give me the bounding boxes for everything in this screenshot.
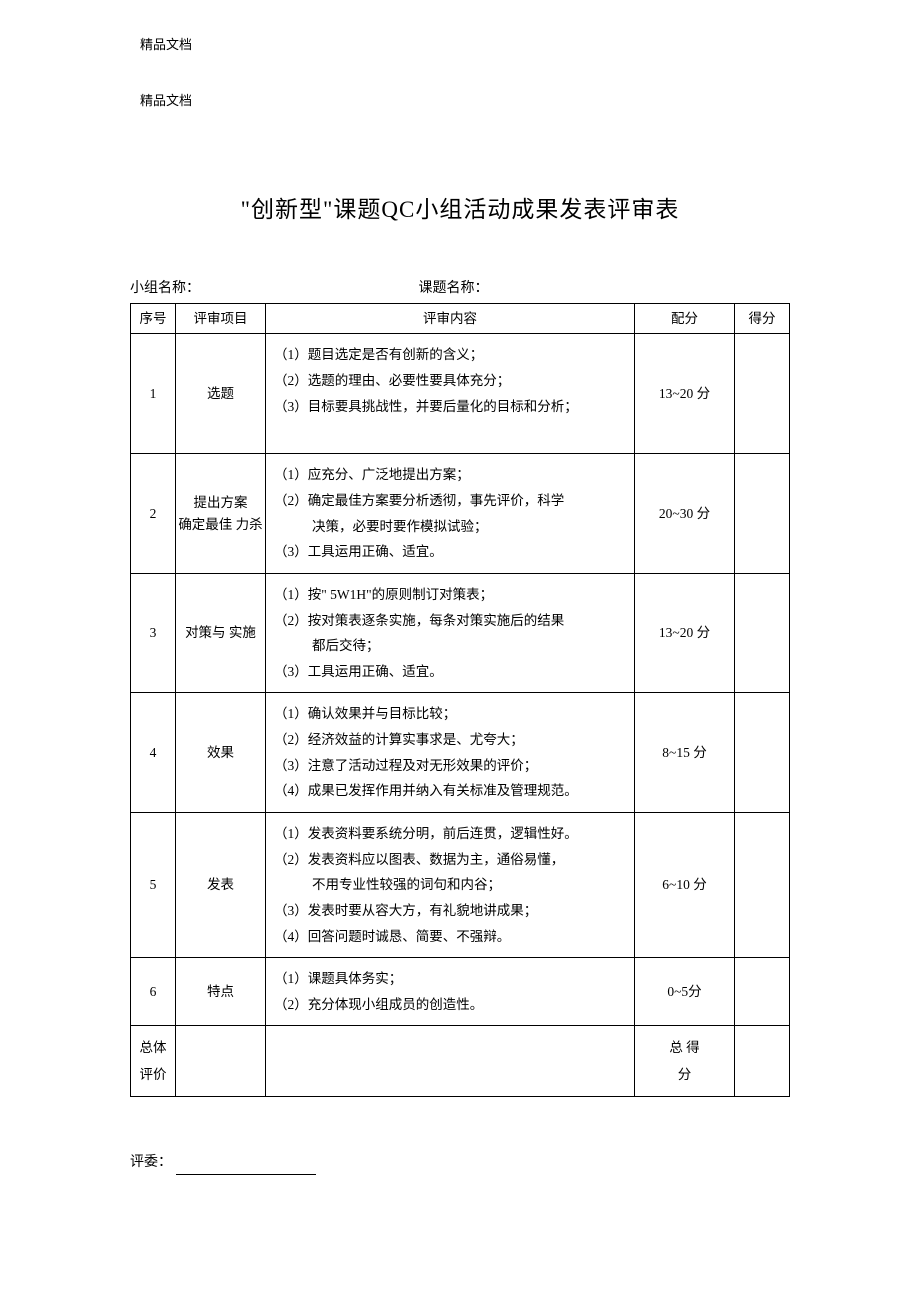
total-label-line: 分 xyxy=(637,1061,732,1088)
overall-label-line: 总体 xyxy=(133,1034,173,1061)
content-line: （1）按" 5W1H"的原则制订对策表； xyxy=(274,582,630,608)
seq-cell: 6 xyxy=(131,958,176,1026)
document-header: 精品文档 xyxy=(140,35,790,56)
content-line: （1）应充分、广泛地提出方案； xyxy=(274,462,630,488)
score-cell xyxy=(735,334,790,454)
seq-cell: 2 xyxy=(131,454,176,574)
table-row: 3 对策与 实施 （1）按" 5W1H"的原则制订对策表； （2）按对策表逐条实… xyxy=(131,573,790,693)
content-line: （2）确定最佳方案要分析透彻，事先评价，科学 xyxy=(274,488,630,514)
table-row: 4 效果 （1）确认效果并与目标比较； （2）经济效益的计算实事求是、尤夸大； … xyxy=(131,693,790,813)
content-line: （3）发表时要从容大方，有礼貌地讲成果； xyxy=(274,898,630,924)
content-line: （3）目标要具挑战性，并要后量化的目标和分析； xyxy=(274,394,630,420)
content-line: 决策，必要时要作模拟试验； xyxy=(274,514,630,540)
item-cell: 对策与 实施 xyxy=(176,573,266,693)
total-score-label-cell: 总 得 分 xyxy=(635,1026,735,1097)
item-cell: 发表 xyxy=(176,812,266,957)
header-content: 评审内容 xyxy=(266,303,635,334)
table-row: 6 特点 （1）课题具体务实； （2）充分体现小组成员的创造性。 0~5分 xyxy=(131,958,790,1026)
header-seq: 序号 xyxy=(131,303,176,334)
points-cell: 8~15 分 xyxy=(635,693,735,813)
score-cell xyxy=(735,812,790,957)
content-line: （3）注意了活动过程及对无形效果的评价； xyxy=(274,753,630,779)
item-line: 提出方案 xyxy=(178,492,263,514)
content-line: （1）题目选定是否有创新的含义； xyxy=(274,342,630,368)
overall-label-line: 评价 xyxy=(133,1061,173,1088)
content-cell: （1）题目选定是否有创新的含义； （2）选题的理由、必要性要具体充分； （3）目… xyxy=(266,334,635,454)
content-line: （1）确认效果并与目标比较； xyxy=(274,701,630,727)
points-cell: 13~20 分 xyxy=(635,334,735,454)
content-cell: （1）确认效果并与目标比较； （2）经济效益的计算实事求是、尤夸大； （3）注意… xyxy=(266,693,635,813)
topic-name-label: 课题名称： xyxy=(419,278,489,300)
header-score: 得分 xyxy=(735,303,790,334)
footer-empty-cell xyxy=(266,1026,635,1097)
item-cell: 特点 xyxy=(176,958,266,1026)
header-item: 评审项目 xyxy=(176,303,266,334)
table-row: 5 发表 （1）发表资料要系统分明，前后连贯，逻辑性好。 （2）发表资料应以图表… xyxy=(131,812,790,957)
content-line: （2）充分体现小组成员的创造性。 xyxy=(274,992,630,1018)
item-line: 确定最佳 力杀 xyxy=(178,514,263,536)
content-line: （2）经济效益的计算实事求是、尤夸大； xyxy=(274,727,630,753)
seq-cell: 4 xyxy=(131,693,176,813)
overall-label-cell: 总体 评价 xyxy=(131,1026,176,1097)
table-row: 2 提出方案 确定最佳 力杀 （1）应充分、广泛地提出方案； （2）确定最佳方案… xyxy=(131,454,790,574)
total-label-line: 总 得 xyxy=(637,1034,732,1061)
table-footer-row: 总体 评价 总 得 分 xyxy=(131,1026,790,1097)
points-cell: 13~20 分 xyxy=(635,573,735,693)
points-cell: 0~5分 xyxy=(635,958,735,1026)
content-line: （4）成果已发挥作用并纳入有关标准及管理规范。 xyxy=(274,778,630,804)
content-line: （1）课题具体务实； xyxy=(274,966,630,992)
judge-signature-line xyxy=(176,1174,316,1175)
points-cell: 20~30 分 xyxy=(635,454,735,574)
content-line: 不用专业性较强的词句和内谷； xyxy=(274,872,630,898)
seq-cell: 3 xyxy=(131,573,176,693)
meta-row: 小组名称： 课题名称： xyxy=(130,278,790,300)
judge-label: 评委： xyxy=(130,1155,172,1170)
total-score-cell xyxy=(735,1026,790,1097)
judge-signature-row: 评委： xyxy=(130,1152,790,1174)
points-cell: 6~10 分 xyxy=(635,812,735,957)
content-line: （3）工具运用正确、适宜。 xyxy=(274,539,630,565)
content-line: （2）按对策表逐条实施，每条对策实施后的结果 xyxy=(274,608,630,634)
score-cell xyxy=(735,573,790,693)
content-line xyxy=(274,419,630,445)
content-cell: （1）课题具体务实； （2）充分体现小组成员的创造性。 xyxy=(266,958,635,1026)
content-line: （4）回答问题时诚恳、简要、不强辩。 xyxy=(274,924,630,950)
document-subheader: 精品文档 xyxy=(140,91,790,112)
seq-cell: 5 xyxy=(131,812,176,957)
item-cell: 选题 xyxy=(176,334,266,454)
content-line: （2）发表资料应以图表、数据为主，通俗易懂， xyxy=(274,847,630,873)
seq-cell: 1 xyxy=(131,334,176,454)
content-cell: （1）按" 5W1H"的原则制订对策表； （2）按对策表逐条实施，每条对策实施后… xyxy=(266,573,635,693)
content-cell: （1）应充分、广泛地提出方案； （2）确定最佳方案要分析透彻，事先评价，科学 决… xyxy=(266,454,635,574)
content-line: （2）选题的理由、必要性要具体充分； xyxy=(274,368,630,394)
header-points: 配分 xyxy=(635,303,735,334)
content-line: （3）工具运用正确、适宜。 xyxy=(274,659,630,685)
table-row: 1 选题 （1）题目选定是否有创新的含义； （2）选题的理由、必要性要具体充分；… xyxy=(131,334,790,454)
content-cell: （1）发表资料要系统分明，前后连贯，逻辑性好。 （2）发表资料应以图表、数据为主… xyxy=(266,812,635,957)
page-title: "创新型"课题QC小组活动成果发表评审表 xyxy=(130,192,790,229)
score-cell xyxy=(735,958,790,1026)
evaluation-table: 序号 评审项目 评审内容 配分 得分 1 选题 （1）题目选定是否有创新的含义；… xyxy=(130,303,790,1098)
content-line: 都后交待； xyxy=(274,633,630,659)
item-cell: 效果 xyxy=(176,693,266,813)
table-header-row: 序号 评审项目 评审内容 配分 得分 xyxy=(131,303,790,334)
group-name-label: 小组名称： xyxy=(130,278,200,300)
content-line: （1）发表资料要系统分明，前后连贯，逻辑性好。 xyxy=(274,821,630,847)
footer-empty-cell xyxy=(176,1026,266,1097)
score-cell xyxy=(735,693,790,813)
score-cell xyxy=(735,454,790,574)
item-cell: 提出方案 确定最佳 力杀 xyxy=(176,454,266,574)
